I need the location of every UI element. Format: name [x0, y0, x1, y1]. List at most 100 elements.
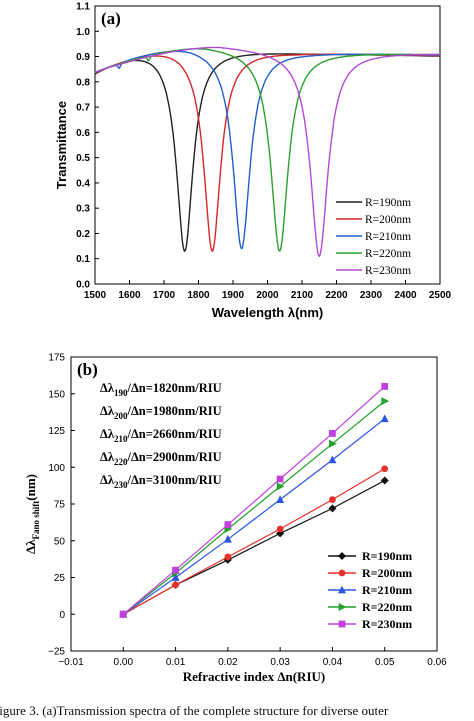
data-point	[119, 610, 127, 618]
panel-a: 1500 1600 1700 1800 1900 2000 2100 2200 2300 2400…	[54, 2, 452, 321]
x-tick-label: 0.03	[270, 657, 290, 668]
data-point	[328, 504, 337, 513]
y-tick-label: 1.1	[76, 2, 90, 13]
y-tick-label: 0.1	[76, 254, 90, 265]
y-tick-label: 100	[48, 463, 65, 474]
sensitivity-annotation: Δλ190/Δn=1820nm/RIU	[100, 381, 222, 398]
y-axis-label-main: Δλ	[23, 539, 38, 554]
y-tick-label: 175	[48, 353, 65, 364]
data-point	[223, 534, 232, 543]
data-point	[338, 603, 347, 611]
y-tick-label: 0.7	[76, 103, 90, 114]
series-r-200nm	[119, 465, 389, 618]
sensitivity-annotation: Δλ220/Δn=2900nm/RIU	[100, 450, 222, 467]
data-point	[276, 525, 284, 533]
y-tick-label: 0.6	[76, 128, 90, 139]
legend-label: R=230nm	[365, 265, 411, 277]
y-tick-label: 125	[48, 426, 65, 437]
y-tick-label: 0.4	[76, 178, 90, 189]
panel-b-series-group	[119, 383, 390, 619]
series-r-190nm	[119, 476, 389, 619]
legend-label: R=220nm	[365, 248, 411, 260]
data-point	[329, 439, 337, 448]
series-line	[123, 479, 385, 615]
y-tick-label: 75	[54, 500, 66, 511]
x-tick-label: 0.00	[114, 657, 134, 668]
y-axis-label-unit: (nm)	[23, 474, 38, 501]
data-point	[338, 552, 346, 560]
sensitivity-annotation: Δλ230/Δn=3100nm/RIU	[100, 473, 222, 490]
legend-label: R=220nm	[362, 600, 412, 614]
x-tick-label: 1600	[118, 290, 141, 301]
series-line-r-230nm	[94, 46, 440, 258]
x-tick-label: 1500	[84, 290, 107, 301]
panel-b-label: (b)	[77, 360, 98, 379]
panel-b-sensitivity-annotations: Δλ190/Δn=1820nm/RIU Δλ200/Δn=1980nm/RIU Δλ…	[100, 381, 222, 490]
data-point	[381, 383, 389, 390]
panel-a-y-axis: 0.0 0.1 0.2 0.3 0.4 0.5 0.6 0.7 0.8 0.9 1.0 1.1	[76, 2, 99, 291]
data-point	[380, 414, 389, 423]
x-tick-label: 1800	[187, 290, 210, 301]
legend-label: R=210nm	[362, 583, 412, 597]
panel-a-x-axis-label: Wavelength λ(nm)	[212, 305, 323, 320]
sensitivity-annotation: Δλ210/Δn=2660nm/RIU	[100, 427, 222, 444]
panel-a-y-axis-label: Transmittance	[54, 101, 69, 189]
panel-b-y-axis: −25 0 25 50 75 100 125 150 175	[48, 353, 75, 658]
data-point	[380, 476, 389, 485]
series-r-210nm	[119, 414, 389, 618]
data-point	[224, 553, 232, 561]
legend-label: R=200nm	[362, 566, 412, 580]
panel-b-x-axis: −0.01 0.00 0.01 0.02 0.03 0.04 0.05 0.06	[58, 647, 447, 668]
legend-label: R=230nm	[362, 617, 412, 631]
data-point	[338, 585, 346, 594]
data-point	[276, 482, 285, 491]
x-tick-label: 2300	[360, 290, 383, 301]
panel-b-y-axis-label: ΔλFano shift(nm)	[23, 474, 41, 554]
x-tick-label: 0.01	[166, 657, 186, 668]
series-line	[122, 418, 386, 615]
data-point	[171, 573, 180, 581]
y-tick-label: 0	[59, 610, 65, 621]
panel-a-series-group	[94, 46, 440, 258]
series-r-230nm	[119, 383, 389, 618]
data-point	[329, 430, 336, 437]
data-point	[276, 495, 285, 503]
x-tick-label: 2000	[256, 290, 279, 301]
y-axis-label-sub: Fano shift	[31, 501, 41, 540]
y-tick-label: 0.8	[76, 77, 90, 88]
x-tick-label: 0.02	[218, 657, 238, 668]
y-tick-label: 0.9	[76, 52, 90, 63]
x-tick-label: 0.04	[323, 657, 343, 668]
y-tick-label: 25	[54, 573, 66, 584]
y-tick-label: 50	[54, 536, 66, 547]
panel-a-legend: R=190nm R=200nm R=210nm R=220nm R=230nm	[336, 197, 411, 277]
series-line	[122, 400, 386, 615]
data-point	[172, 566, 179, 574]
data-point	[381, 465, 389, 473]
x-tick-label: 0.05	[375, 657, 395, 668]
data-point	[329, 496, 336, 503]
y-tick-label: −25	[48, 647, 65, 658]
panel-a-label: (a)	[101, 9, 121, 28]
data-point	[338, 620, 346, 628]
x-tick-label: 2500	[429, 290, 452, 301]
data-point	[224, 521, 232, 528]
panel-a-x-axis: 1500 1600 1700 1800 1900 2000 2100 2200 2300 2400…	[84, 280, 452, 301]
x-tick-label: 2100	[291, 290, 314, 301]
series-line	[123, 468, 386, 615]
x-tick-label: 1700	[153, 290, 176, 301]
y-tick-label: 0.0	[76, 280, 90, 291]
data-point	[172, 581, 179, 589]
series-line	[122, 385, 386, 615]
panel-b-x-axis-label: Refractive index Δn(RIU)	[183, 669, 325, 684]
x-tick-label: 1900	[222, 290, 245, 301]
panel-b: −0.01 0.00 0.01 0.02 0.03 0.04 0.05 0.06 −25 0 25…	[23, 353, 447, 685]
legend-label: R=210nm	[365, 231, 411, 243]
legend-label: R=200nm	[365, 214, 411, 226]
data-point	[381, 397, 390, 406]
x-tick-label: 2200	[325, 290, 348, 301]
x-tick-label: 2400	[394, 290, 417, 301]
data-point	[328, 455, 337, 464]
legend-label: R=190nm	[362, 549, 412, 563]
